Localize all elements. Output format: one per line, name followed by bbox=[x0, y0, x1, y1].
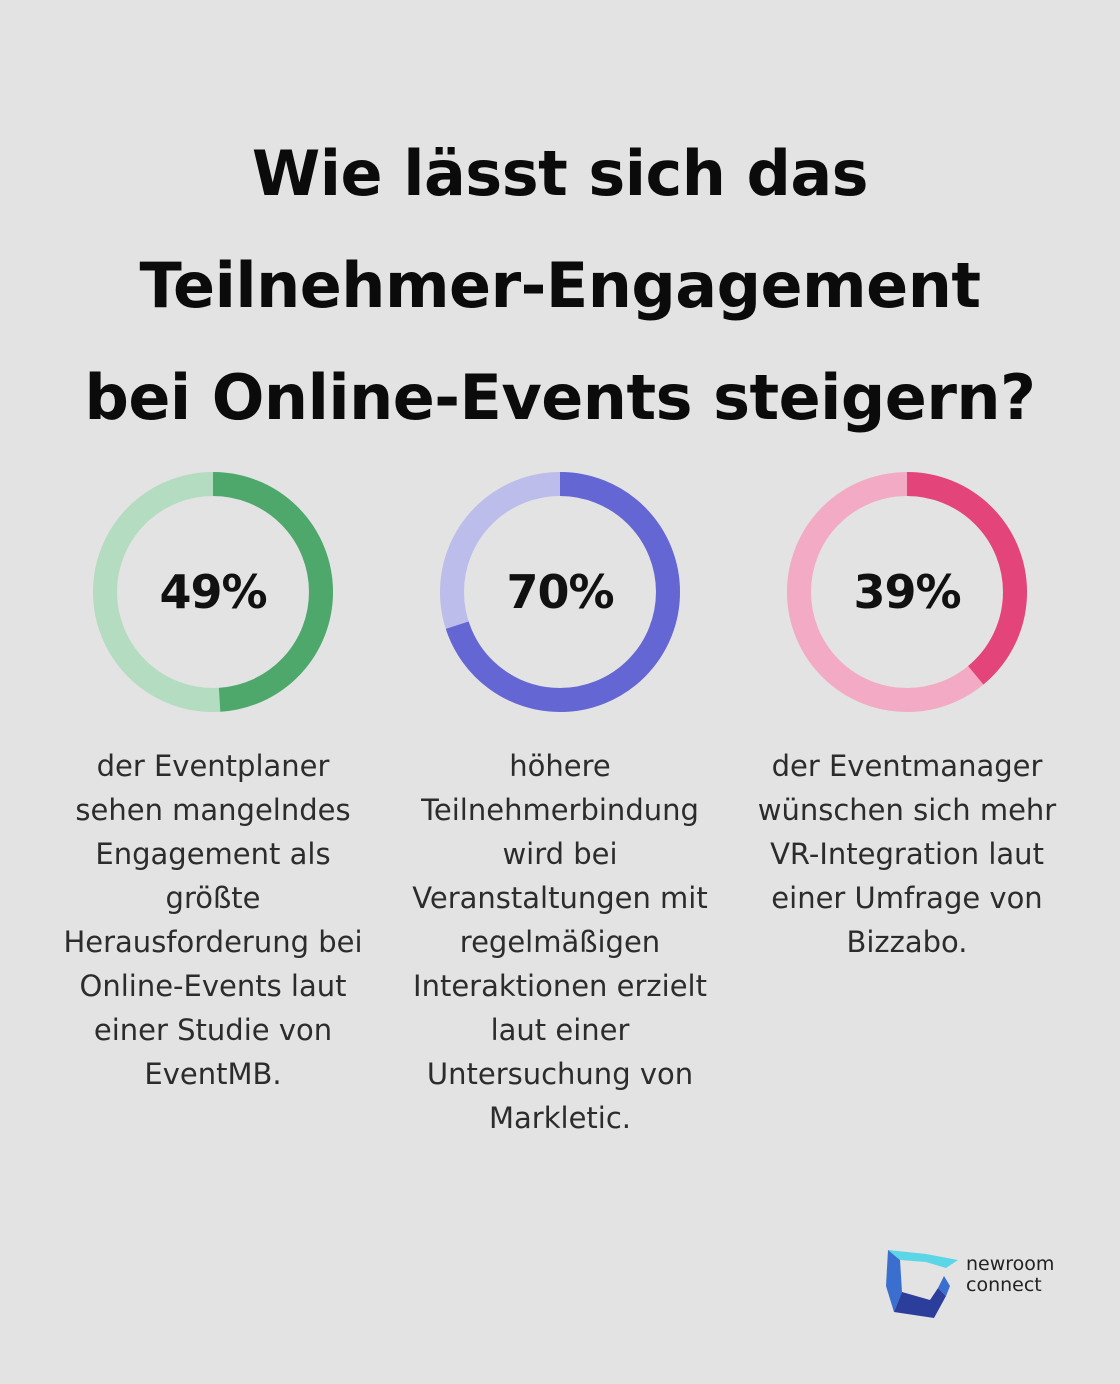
page-title: Wie lässt sich das Teilnehmer-Engagement… bbox=[0, 118, 1120, 454]
donut-svg-1 bbox=[93, 472, 333, 712]
stat-value-2: 70% bbox=[506, 565, 614, 619]
donut-fill-1 bbox=[93, 472, 333, 712]
donut-chart-2: 70% bbox=[440, 472, 680, 712]
donut-chart-3: 39% bbox=[787, 472, 1027, 712]
donut-chart-1: 49% bbox=[93, 472, 333, 712]
newroom-connect-logo: newroom connect bbox=[886, 1246, 1066, 1322]
stat-value-3: 39% bbox=[853, 565, 961, 619]
stat-description-3: der Eventmanager wünschen sich mehr VR-I… bbox=[757, 749, 1057, 959]
logo-mark-icon bbox=[886, 1250, 958, 1318]
title-line-2: Teilnehmer-Engagement bbox=[139, 249, 981, 322]
stat-card-3: 39% der Eventmanager wünschen sich mehr … bbox=[747, 472, 1067, 964]
donut-svg-2 bbox=[440, 472, 680, 712]
stat-value-1: 49% bbox=[159, 565, 267, 619]
donut-fill-2 bbox=[440, 472, 680, 712]
donut-fill-3 bbox=[787, 472, 1027, 712]
stat-card-2: 70% höhere Teilnehmerbindung wird bei Ve… bbox=[400, 472, 720, 1140]
title-line-3: bei Online-Events steigern? bbox=[84, 361, 1036, 434]
stat-card-1: 49% der Eventplaner sehen mangelndes Eng… bbox=[53, 472, 373, 1096]
stat-description-1: der Eventplaner sehen mangelndes Engagem… bbox=[63, 749, 363, 1091]
title-line-1: Wie lässt sich das bbox=[251, 137, 869, 210]
logo-text-line-1: newroom bbox=[966, 1253, 1055, 1275]
logo-text: newroom connect bbox=[966, 1254, 1054, 1296]
stat-description-2: höhere Teilnehmerbindung wird bei Verans… bbox=[412, 749, 708, 1135]
logo-text-line-2: connect bbox=[966, 1274, 1042, 1296]
donut-svg-3 bbox=[787, 472, 1027, 712]
